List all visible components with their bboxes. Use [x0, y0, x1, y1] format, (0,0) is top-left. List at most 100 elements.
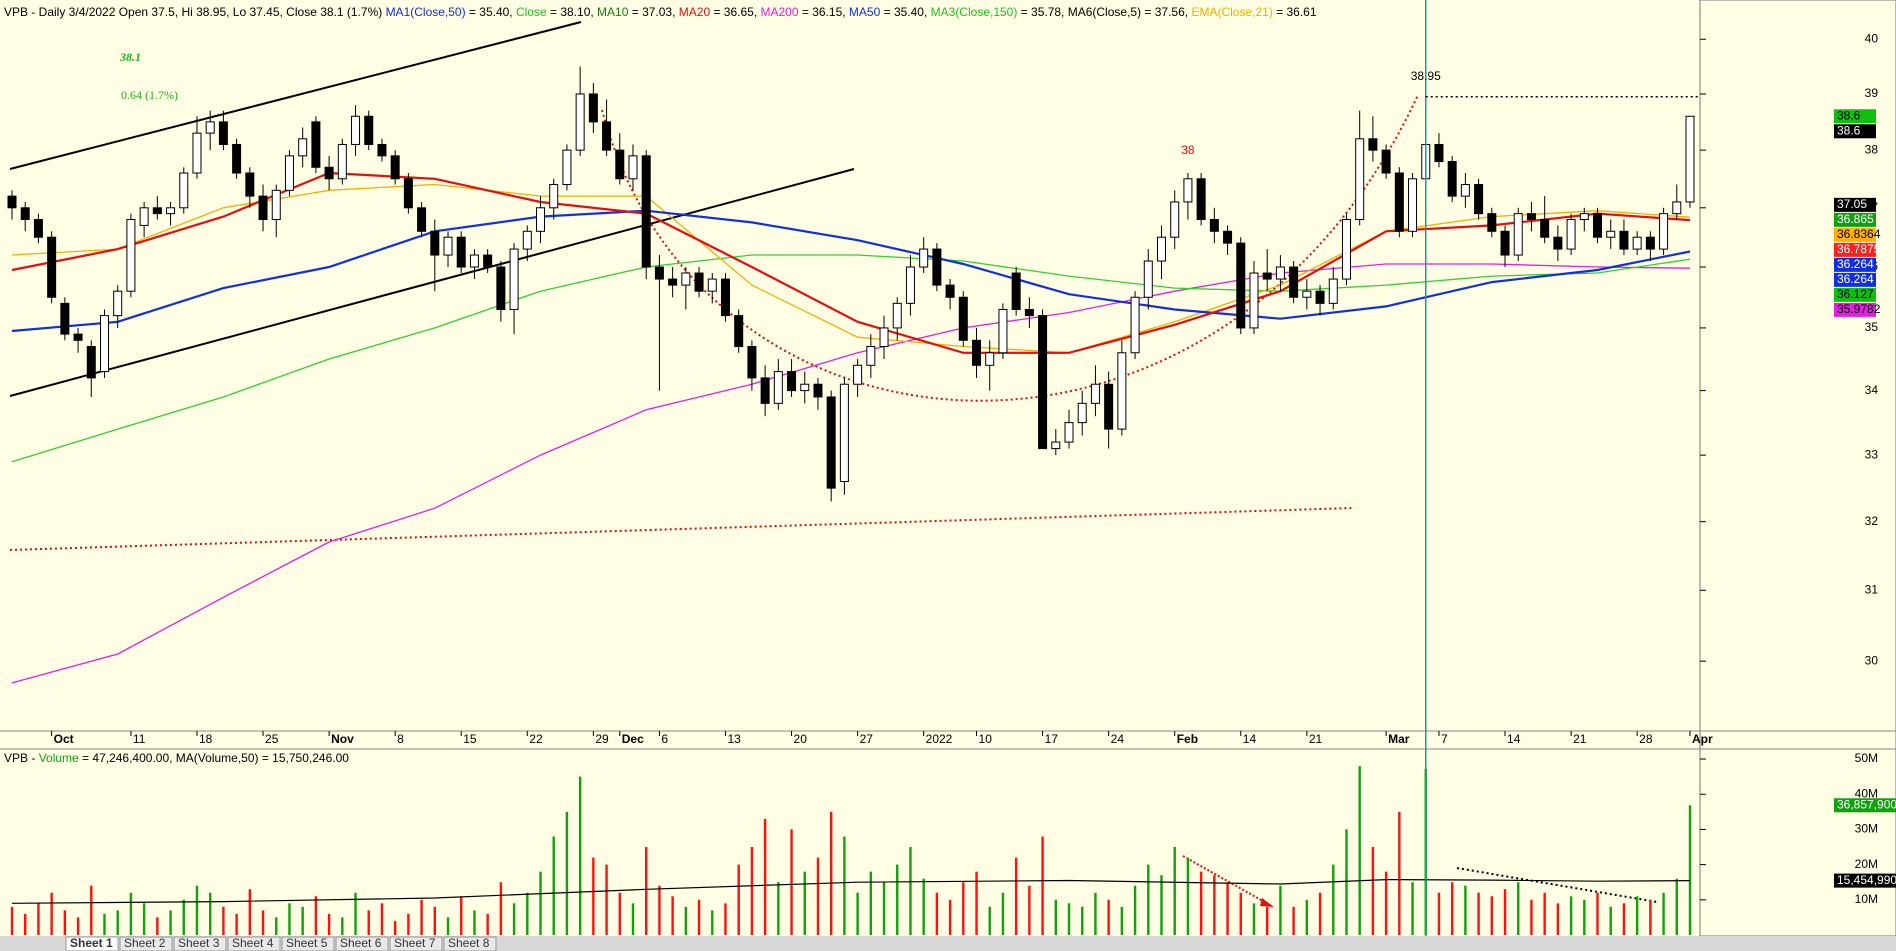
ma-line — [11, 263, 1691, 684]
sheet-tab[interactable] — [119, 936, 173, 951]
candle-body — [469, 254, 479, 268]
candle-body — [919, 248, 929, 268]
candle-body — [60, 302, 70, 335]
candle-body — [1143, 260, 1153, 298]
candle-body — [522, 230, 532, 250]
candle-body — [1104, 383, 1114, 430]
candle-body — [1685, 115, 1695, 203]
candle-body — [892, 302, 902, 329]
volume-tag — [1834, 873, 1896, 888]
candle-body — [47, 236, 57, 298]
candle-body — [1209, 219, 1219, 232]
candle-body — [1460, 184, 1470, 197]
sheet-tab[interactable] — [65, 936, 119, 951]
legend-segment: = 36.61 — [1273, 5, 1317, 19]
candle-body — [1156, 236, 1166, 262]
sheet-tab-label[interactable]: Sheet 1 — [70, 936, 113, 950]
candle-body — [1408, 178, 1418, 232]
legend-segment: MA3(Close,150) — [931, 5, 1018, 19]
volume-trend — [1456, 867, 1658, 903]
candle-body — [364, 115, 374, 145]
candle-body — [86, 346, 96, 379]
candle-body — [509, 248, 519, 310]
y-tick-label: 40M — [1855, 786, 1878, 800]
sheet-tab[interactable] — [227, 936, 281, 951]
sheet-tab-label[interactable]: Sheet 5 — [286, 936, 328, 950]
candle-body — [1090, 383, 1100, 404]
candle-body — [707, 278, 717, 292]
volume-tag-label: 15,454,990 — [1837, 873, 1896, 887]
ma-line — [11, 878, 1691, 904]
sheet-tab-label[interactable]: Sheet 8 — [448, 936, 490, 950]
x-tick-label: Oct — [54, 732, 74, 746]
y-tick-label: 50M — [1855, 751, 1878, 765]
x-tick-label: 20 — [794, 732, 808, 746]
sheet-tab-label[interactable]: Sheet 6 — [340, 936, 382, 950]
cup-arc — [601, 94, 1419, 402]
sheet-tab[interactable] — [281, 936, 335, 951]
y-tick-label: 20M — [1855, 857, 1878, 871]
x-tick-label: Feb — [1177, 732, 1198, 746]
candle-body — [218, 121, 228, 145]
candle-body — [351, 115, 361, 145]
price-tag-label: 36.7875 — [1837, 242, 1881, 256]
trend-channel-lower — [9, 168, 855, 397]
sheet-tab[interactable] — [443, 936, 497, 951]
sheet-tab-label[interactable]: Sheet 2 — [124, 936, 166, 950]
candle-body — [972, 339, 982, 366]
candle-body — [126, 219, 136, 292]
x-tick-label: 27 — [860, 732, 874, 746]
candle-body — [337, 143, 347, 180]
candle-body — [602, 121, 612, 151]
x-tick-label: Mar — [1388, 732, 1410, 746]
candle-body — [113, 290, 123, 317]
legend-segment: = 36.15, — [799, 5, 849, 19]
candle-body — [1196, 178, 1206, 221]
legend-segment: MA20 — [679, 5, 711, 19]
candle-body — [549, 184, 559, 209]
candle-body — [1645, 236, 1655, 250]
x-tick-label: 21 — [1309, 732, 1323, 746]
candle-body — [271, 189, 281, 221]
sheet-tab-label[interactable]: Sheet 7 — [394, 936, 436, 950]
candle-body — [377, 143, 387, 157]
x-tick-label: 8 — [397, 732, 404, 746]
sheet-tab-label[interactable]: Sheet 4 — [232, 936, 274, 950]
candle-body — [232, 143, 242, 174]
sheet-tab[interactable] — [335, 936, 389, 951]
legend-segment: = 37.56, — [1141, 5, 1191, 19]
candle-body — [324, 166, 334, 180]
price-tag-label: 36.264 — [1837, 272, 1874, 286]
ma-line — [11, 183, 1691, 354]
candle-body — [694, 272, 704, 292]
candle-body — [33, 219, 43, 238]
legend-segment: = 35.40, — [880, 5, 930, 19]
candle-body — [1341, 219, 1351, 280]
sheet-tab[interactable] — [389, 936, 443, 951]
sheet-tab[interactable] — [173, 936, 227, 951]
candle-body — [1381, 149, 1391, 174]
candle-body — [905, 266, 915, 304]
y-tick-label: 34 — [1865, 383, 1879, 397]
candle-body — [681, 272, 691, 286]
candle-body — [1275, 266, 1285, 280]
y-tick-label: 38 — [1865, 142, 1879, 156]
price-tag-label: 37.05 — [1837, 197, 1867, 211]
candle-body — [152, 207, 162, 215]
candle-body — [496, 266, 506, 310]
candle-body — [1619, 230, 1629, 250]
candle-body — [403, 178, 413, 209]
price-tag-label: 35.9782 — [1837, 302, 1881, 316]
candle-body — [787, 371, 797, 392]
candle-body — [1328, 278, 1338, 304]
sheet-tab-label[interactable]: Sheet 3 — [178, 936, 220, 950]
price-tag — [1834, 242, 1876, 257]
volume-arrow-head — [1260, 898, 1274, 907]
price-tag — [1834, 257, 1876, 272]
candle-body — [1593, 213, 1603, 238]
x-tick-label: 28 — [1639, 732, 1653, 746]
candle-body — [958, 296, 968, 341]
candle-body — [1289, 266, 1299, 298]
candle-body — [998, 308, 1008, 354]
